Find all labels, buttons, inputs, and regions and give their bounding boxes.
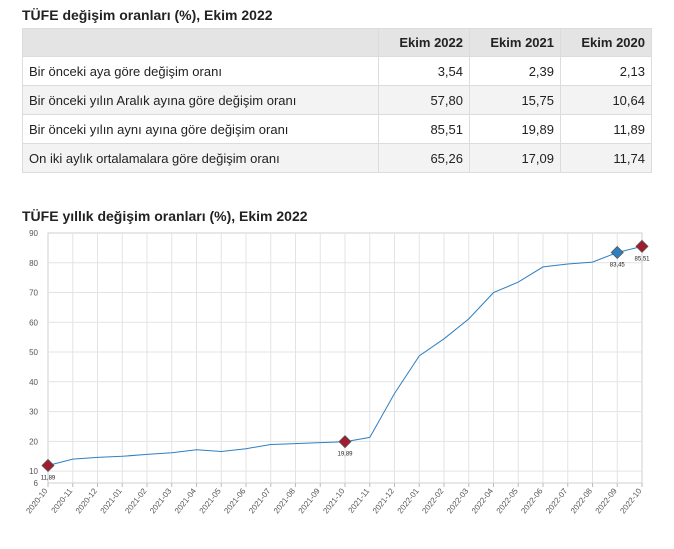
y-tick-label: 40 (29, 378, 38, 387)
y-tick-label: 70 (29, 289, 38, 298)
table-cell: 17,09 (469, 143, 561, 173)
x-tick-label: 2021-12 (371, 486, 397, 515)
table-title: TÜFE değişim oranları (%), Ekim 2022 (22, 7, 273, 23)
y-tick-label: 60 (29, 318, 38, 327)
data-point-marker (338, 435, 352, 449)
y-tick-label: 50 (29, 348, 38, 357)
row-label: Bir önceki yılın aynı ayına göre değişim… (22, 114, 379, 144)
y-tick-label: 80 (29, 259, 38, 268)
table-header-cell: Ekim 2020 (560, 28, 652, 57)
table-row: Bir önceki aya göre değişim oranı 3,54 2… (22, 56, 652, 86)
x-tick-label: 2022-09 (594, 486, 620, 515)
y-tick-label: 20 (29, 437, 38, 446)
x-tick-label: 2022-08 (569, 486, 595, 515)
row-label: Bir önceki yılın Aralık ayına göre değiş… (22, 85, 379, 115)
x-tick-label: 2020-11 (50, 486, 75, 515)
data-point-marker (610, 245, 624, 260)
chart-title: TÜFE yıllık değişim oranları (%), Ekim 2… (22, 208, 308, 224)
x-tick-label: 2021-11 (347, 486, 372, 515)
x-tick-label: 2022-07 (544, 486, 570, 515)
table-cell: 85,51 (378, 114, 470, 144)
x-tick-label: 2021-08 (272, 486, 298, 515)
data-label: 85,51 (634, 256, 650, 262)
table-header-row: Ekim 2022 Ekim 2021 Ekim 2020 (22, 28, 652, 57)
x-tick-label: 2021-06 (222, 486, 248, 515)
y-tick-label: 10 (29, 467, 38, 476)
table-row: Bir önceki yılın aynı ayına göre değişim… (22, 114, 652, 144)
table-cell: 3,54 (378, 56, 470, 86)
stats-table: Ekim 2022 Ekim 2021 Ekim 2020 Bir önceki… (22, 28, 652, 173)
data-label: 83,45 (610, 262, 626, 268)
data-label: 11,89 (41, 475, 56, 481)
x-tick-label: 2022-06 (519, 486, 545, 515)
table-cell: 19,89 (469, 114, 561, 144)
y-tick-label: 90 (29, 229, 38, 238)
table-row: On iki aylık ortalamalara göre değişim o… (22, 143, 652, 173)
table-cell: 11,89 (560, 114, 652, 144)
x-tick-label: 2022-05 (495, 486, 521, 515)
table-cell: 2,13 (560, 56, 652, 86)
table-cell: 65,26 (378, 143, 470, 173)
x-tick-label: 2022-02 (420, 486, 446, 515)
x-tick-label: 2021-05 (198, 486, 224, 515)
x-tick-label: 2021-07 (247, 486, 273, 515)
x-tick-label: 2022-10 (618, 486, 644, 515)
x-tick-label: 2021-03 (148, 486, 174, 515)
data-point-marker (635, 239, 649, 253)
y-tick-label: 6 (34, 479, 39, 488)
x-tick-label: 2022-04 (470, 486, 496, 515)
x-tick-label: 2020-12 (74, 486, 100, 515)
x-tick-label: 2021-01 (99, 486, 125, 515)
x-tick-label: 2021-10 (321, 486, 347, 515)
x-tick-label: 2021-04 (173, 486, 199, 515)
row-label: On iki aylık ortalamalara göre değişim o… (22, 143, 379, 173)
table-cell: 57,80 (378, 85, 470, 115)
table-cell: 2,39 (469, 56, 561, 86)
x-tick-label: 2020-10 (24, 486, 50, 515)
x-tick-label: 2022-03 (445, 486, 471, 515)
x-tick-label: 2021-02 (123, 486, 149, 515)
data-label: 19,89 (337, 452, 353, 458)
table-row: Bir önceki yılın Aralık ayına göre değiş… (22, 85, 652, 115)
table-cell: 11,74 (560, 143, 652, 173)
row-label: Bir önceki aya göre değişim oranı (22, 56, 379, 86)
x-tick-label: 2021-09 (297, 486, 323, 515)
table-cell: 15,75 (469, 85, 561, 115)
y-tick-label: 30 (29, 408, 38, 417)
x-tick-label: 2022-01 (396, 486, 422, 515)
data-point-marker (41, 458, 55, 473)
